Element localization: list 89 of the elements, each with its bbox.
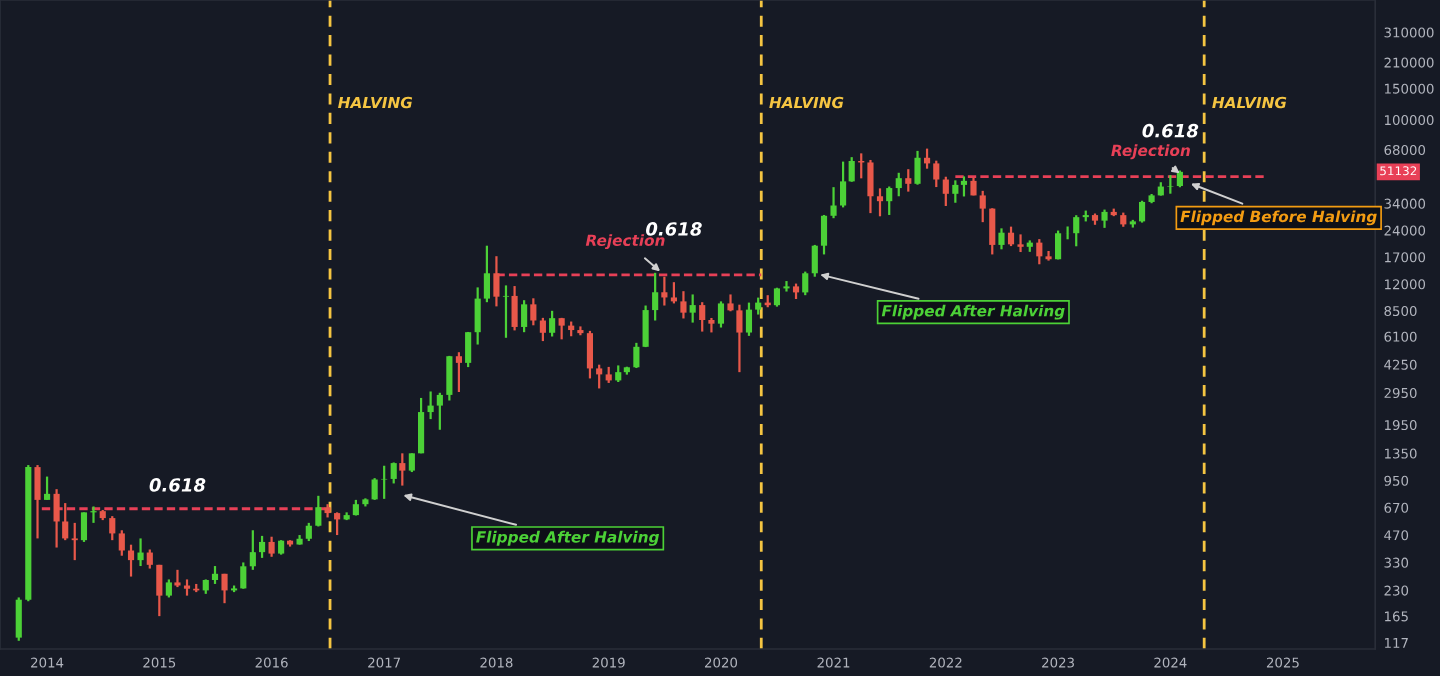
candlestick	[62, 501, 69, 542]
candlestick	[979, 189, 986, 224]
candlestick	[137, 537, 144, 568]
candlestick	[109, 515, 116, 542]
candlestick	[886, 185, 893, 217]
candlestick	[1007, 225, 1015, 248]
candlestick	[371, 477, 378, 501]
candlestick	[998, 227, 1005, 251]
candlestick	[34, 463, 41, 540]
candlestick	[493, 255, 500, 308]
candlestick	[670, 281, 677, 305]
annotation: 0.618	[1142, 123, 1199, 138]
candlestick	[390, 461, 397, 485]
candlestick	[745, 301, 753, 337]
candlestick	[408, 452, 415, 474]
annotation: 0.618	[646, 222, 702, 236]
candlestick	[530, 297, 537, 327]
candlestick	[952, 179, 959, 204]
candlestick	[258, 534, 266, 559]
candlestick	[840, 160, 847, 209]
candlestick	[661, 275, 668, 307]
candlestick	[511, 284, 518, 332]
candlestick	[1073, 214, 1080, 248]
candlestick	[802, 270, 809, 297]
candlestick	[156, 563, 163, 618]
candlestick	[1036, 238, 1043, 266]
candlestick	[905, 168, 912, 193]
candlestick	[399, 452, 406, 487]
candlestick	[268, 535, 275, 558]
candlestick	[436, 391, 443, 431]
candlestick	[539, 316, 546, 343]
candlestick	[680, 290, 687, 320]
candlestick	[989, 207, 996, 256]
candlestick	[867, 158, 874, 215]
candlestick	[876, 187, 884, 218]
candlestick	[1055, 229, 1062, 261]
candlestick	[914, 149, 921, 186]
candlestick	[465, 330, 472, 369]
candlestick	[586, 329, 594, 380]
candlestick	[642, 304, 649, 349]
candlestick	[577, 325, 584, 337]
candlestick	[80, 511, 88, 544]
candlestick	[895, 171, 902, 198]
candlestick	[53, 488, 60, 549]
candlestick	[127, 543, 135, 578]
candlestick	[221, 572, 228, 605]
candlestick	[118, 529, 125, 557]
candlestick	[455, 351, 462, 394]
candlestick	[502, 284, 510, 339]
candlestick	[960, 175, 968, 198]
candlestick	[848, 156, 855, 183]
candlestick	[15, 596, 22, 642]
candlestick	[1017, 233, 1024, 254]
candlestick	[652, 271, 659, 322]
candlestick	[240, 561, 247, 590]
candlestick	[474, 286, 481, 346]
candlestick	[717, 300, 725, 329]
candlestick	[1167, 174, 1174, 195]
annotation: 0.618	[149, 478, 206, 492]
candlestick	[820, 213, 828, 256]
candlestick	[305, 521, 312, 543]
candlestick	[483, 244, 490, 304]
candlestick	[1101, 208, 1108, 229]
candlestick	[596, 363, 603, 390]
candlestick	[699, 301, 706, 333]
candlestick	[942, 175, 949, 208]
candlestick	[1045, 249, 1052, 262]
candlestick	[446, 354, 453, 402]
candlestick	[521, 299, 528, 334]
candlestick	[249, 529, 256, 571]
candlestick	[933, 159, 940, 189]
candlestick	[830, 186, 837, 220]
candlestick	[71, 521, 78, 562]
candlestick	[783, 279, 790, 293]
candlestick	[334, 511, 341, 537]
candlestick	[315, 494, 322, 528]
candlestick	[1138, 199, 1146, 224]
candlestick	[43, 475, 51, 501]
candlestick	[418, 396, 425, 455]
candlestick	[811, 243, 818, 278]
candlestick	[174, 568, 181, 589]
candlestick	[736, 303, 743, 374]
candlestick	[549, 309, 556, 338]
candlestick	[146, 548, 153, 570]
candlestick	[165, 578, 172, 599]
candlestick	[708, 316, 715, 334]
candlestick	[689, 293, 696, 324]
candlestick	[633, 341, 640, 370]
candlestick	[427, 390, 434, 421]
